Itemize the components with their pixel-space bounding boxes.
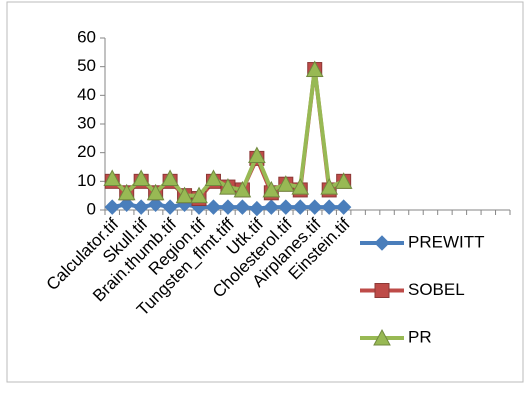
data-point xyxy=(292,199,308,215)
y-tick-label: 10 xyxy=(77,171,96,190)
data-point xyxy=(249,200,265,217)
data-point xyxy=(248,146,266,164)
y-tick-label: 50 xyxy=(77,56,96,75)
data-point xyxy=(233,180,252,198)
data-point xyxy=(234,199,251,215)
data-point xyxy=(334,172,353,189)
data-point xyxy=(335,199,352,215)
data-point xyxy=(278,199,294,215)
data-point xyxy=(276,175,295,192)
y-tick-label: 20 xyxy=(77,142,96,161)
legend-marker xyxy=(374,235,390,251)
y-tick-label: 30 xyxy=(77,113,96,132)
y-tick-label: 0 xyxy=(87,199,96,218)
y-tick-label: 40 xyxy=(77,85,96,104)
data-point xyxy=(103,169,122,186)
legend-marker xyxy=(373,328,391,346)
data-point xyxy=(205,199,222,215)
data-point xyxy=(320,178,339,195)
legend-marker xyxy=(374,283,390,298)
data-point xyxy=(219,178,237,195)
data-point xyxy=(321,199,337,215)
data-point xyxy=(146,183,165,201)
data-point xyxy=(307,199,323,215)
data-point xyxy=(162,199,178,215)
data-point xyxy=(132,169,150,186)
data-point xyxy=(175,186,194,204)
data-point xyxy=(133,199,149,215)
data-point xyxy=(291,178,310,195)
data-point xyxy=(104,199,120,215)
data-point xyxy=(147,196,164,212)
data-point xyxy=(118,196,135,212)
data-point xyxy=(204,169,223,186)
data-point xyxy=(190,186,208,204)
data-point xyxy=(117,183,136,201)
data-point xyxy=(161,169,179,186)
data-point xyxy=(220,199,236,215)
legend-label: SOBEL xyxy=(408,280,465,299)
legend-label: PREWITT xyxy=(408,232,485,251)
data-point xyxy=(262,180,281,198)
legend-label: PR xyxy=(408,327,432,346)
data-point xyxy=(263,199,280,215)
y-tick-label: 60 xyxy=(77,27,96,46)
data-point xyxy=(305,60,324,78)
